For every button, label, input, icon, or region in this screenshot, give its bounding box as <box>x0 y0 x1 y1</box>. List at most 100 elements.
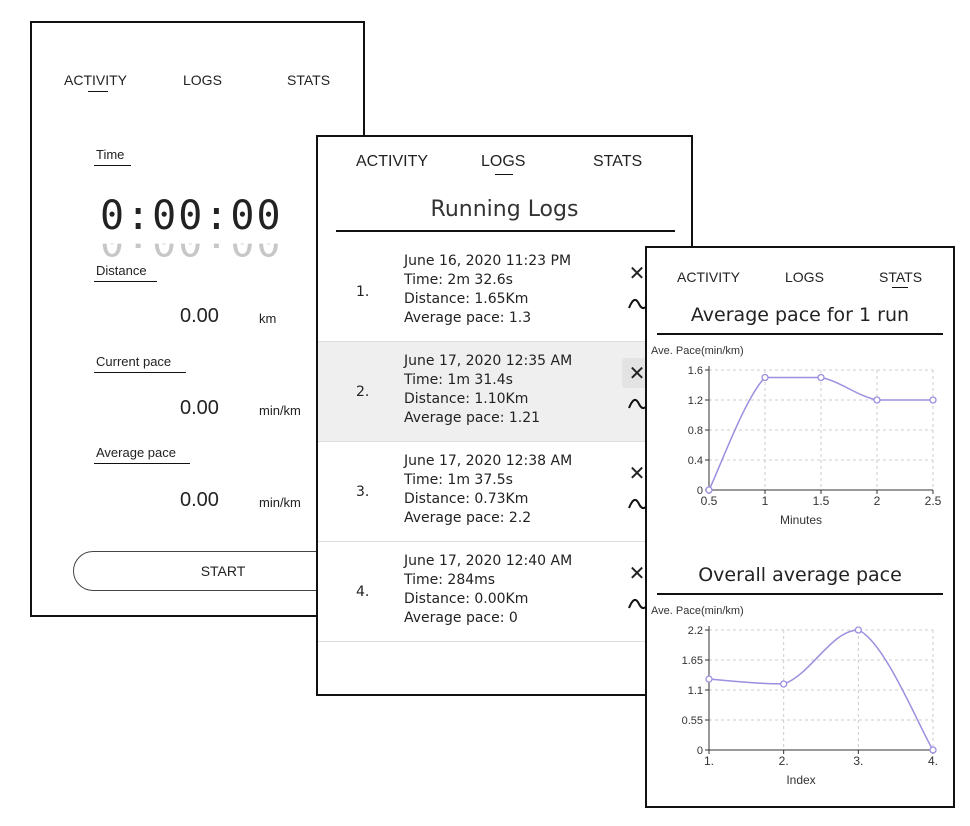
data-point[interactable] <box>705 675 713 683</box>
tab-logs[interactable]: LOGS <box>481 153 526 170</box>
timer-display: 0:00:00 0:00:00 <box>100 193 330 273</box>
y-tick-label: 2.2 <box>688 625 703 637</box>
y-tick-label: 1.6 <box>688 365 703 377</box>
label-underline <box>94 463 190 464</box>
tab-activity[interactable]: ACTIVITY <box>64 72 128 88</box>
stats-panel: ACTIVITY LOGS STATS Average pace for 1 r… <box>645 246 955 808</box>
x-tick-label: 4. <box>928 754 938 768</box>
tab-stats[interactable]: STATS <box>287 72 331 88</box>
tab-stats[interactable]: STATS <box>593 153 643 170</box>
log-entry[interactable]: 3. June 17, 2020 12:38 AM Time: 1m 37.5s Di… <box>318 442 691 542</box>
log-entry-distance: Distance: 1.65Km <box>404 291 529 307</box>
log-entry[interactable]: 1. June 16, 2020 11:23 PM Time: 2m 32.6s Di… <box>318 242 691 342</box>
logs-title: Running Logs <box>430 197 579 222</box>
x-tick-label: 2 <box>874 494 881 508</box>
log-entry-index: 3. <box>356 484 370 500</box>
x-axis-label: Minutes <box>780 513 822 527</box>
log-entry-time: Time: 284ms <box>404 572 496 588</box>
overall-pace-chart: Ave. Pace(min/km) 0 0.55 1.1 1.65 2.2 1. 2. 3. 4.… <box>651 605 938 787</box>
data-point[interactable] <box>929 746 937 754</box>
data-point[interactable] <box>929 396 937 404</box>
log-entry-time: Time: 2m 32.6s <box>404 272 513 288</box>
x-tick-label: 3. <box>853 754 863 768</box>
log-entry-distance: Distance: 0.00Km <box>404 591 529 607</box>
log-entry-average-pace: Average pace: 2.2 <box>404 510 532 526</box>
chart1-title: Average pace for 1 run <box>690 304 910 326</box>
y-tick-label: 1.65 <box>682 655 703 667</box>
tab-stats[interactable]: STATS <box>879 269 923 285</box>
distance-value: 0.00 <box>180 305 219 327</box>
log-entry-date: June 16, 2020 11:23 PM <box>404 253 572 269</box>
data-point[interactable] <box>761 373 769 382</box>
average-pace-unit: min/km <box>259 495 301 510</box>
y-axis-label: Ave. Pace(min/km) <box>651 345 744 357</box>
y-tick-label: 0 <box>697 745 703 757</box>
log-entry-time: Time: 1m 37.5s <box>404 472 513 488</box>
y-tick-label: 0.8 <box>688 425 703 437</box>
log-entry-date: June 17, 2020 12:38 AM <box>404 453 573 469</box>
tab-logs[interactable]: LOGS <box>183 72 222 88</box>
active-tab-indicator <box>495 174 513 175</box>
x-tick-label: 2.5 <box>925 494 942 508</box>
current-pace-label: Current pace <box>96 354 172 369</box>
log-entry-date: June 17, 2020 12:40 AM <box>404 553 573 569</box>
log-entry[interactable]: 2. June 17, 2020 12:35 AM Time: 1m 31.4s Di… <box>318 342 691 442</box>
chart2-title-divider <box>657 593 943 595</box>
delete-log-button[interactable]: ✕ <box>628 261 646 285</box>
y-tick-label: 1.2 <box>688 395 703 407</box>
log-entry-details: June 17, 2020 12:35 AM Time: 1m 31.4s Dist… <box>404 352 572 428</box>
current-pace-unit: min/km <box>259 403 301 418</box>
logs-panel: ACTIVITY LOGS STATS Running Logs 1. June … <box>316 135 693 696</box>
activity-panel: ACTIVITY LOGS STATS Time 0:00:00 0:00:00… <box>30 21 373 617</box>
x-tick-label: 2. <box>779 754 789 768</box>
log-entry-distance: Distance: 1.10Km <box>404 391 529 407</box>
data-point[interactable] <box>780 680 788 688</box>
log-entry-time: Time: 1m 31.4s <box>404 372 513 388</box>
distance-unit: km <box>259 311 277 326</box>
data-point[interactable] <box>854 626 862 634</box>
log-entry-average-pace: Average pace: 0 <box>404 610 518 626</box>
log-entry-details: June 16, 2020 11:23 PM Time: 2m 32.6s Dist… <box>404 252 571 328</box>
y-tick-label: 0.55 <box>682 715 703 727</box>
log-entry-average-pace: Average pace: 1.3 <box>404 310 532 326</box>
log-entry-index: 1. <box>356 284 370 300</box>
x-axis-label: Index <box>786 773 815 787</box>
y-axis-label: Ave. Pace(min/km) <box>651 605 744 617</box>
log-entry[interactable]: 4. June 17, 2020 12:40 AM Time: 284ms Dista… <box>318 542 691 642</box>
timer-value: 0:00:00 <box>100 193 283 239</box>
label-underline <box>94 281 157 282</box>
log-entry-index: 2. <box>356 384 370 400</box>
tab-activity[interactable]: ACTIVITY <box>356 153 429 170</box>
chart2-title: Overall average pace <box>698 564 902 586</box>
log-entry-details: June 17, 2020 12:38 AM Time: 1m 37.5s Dist… <box>404 452 572 528</box>
delete-log-button[interactable]: ✕ <box>628 461 646 485</box>
active-tab-indicator <box>88 91 108 92</box>
label-underline <box>94 372 186 373</box>
log-entry-average-pace: Average pace: 1.21 <box>404 410 541 426</box>
tab-logs[interactable]: LOGS <box>785 269 824 285</box>
x-tick-label: 1. <box>704 754 714 768</box>
x-tick-label: 1 <box>762 494 769 508</box>
data-point[interactable] <box>817 373 825 382</box>
current-pace-value: 0.00 <box>180 397 219 419</box>
distance-label: Distance <box>96 263 147 278</box>
y-tick-label: 0 <box>697 485 703 497</box>
x-tick-label: 1.5 <box>813 494 830 508</box>
active-tab-indicator <box>892 287 908 288</box>
log-entry-date: June 17, 2020 12:35 AM <box>404 353 573 369</box>
average-pace-value: 0.00 <box>180 489 219 511</box>
chart1-title-divider <box>657 333 943 335</box>
series-line <box>708 629 934 751</box>
tab-activity[interactable]: ACTIVITY <box>677 269 741 285</box>
label-underline <box>94 165 131 166</box>
data-point[interactable] <box>873 396 881 404</box>
time-label: Time <box>96 147 125 162</box>
log-entry-index: 4. <box>356 584 370 600</box>
x-tick-label: 0.5 <box>701 494 718 508</box>
delete-log-button[interactable]: ✕ <box>628 561 646 585</box>
average-pace-label: Average pace <box>96 445 176 460</box>
y-tick-label: 0.4 <box>688 455 703 467</box>
title-divider <box>336 230 675 232</box>
data-point[interactable] <box>705 486 713 494</box>
y-tick-label: 1.1 <box>688 685 703 697</box>
